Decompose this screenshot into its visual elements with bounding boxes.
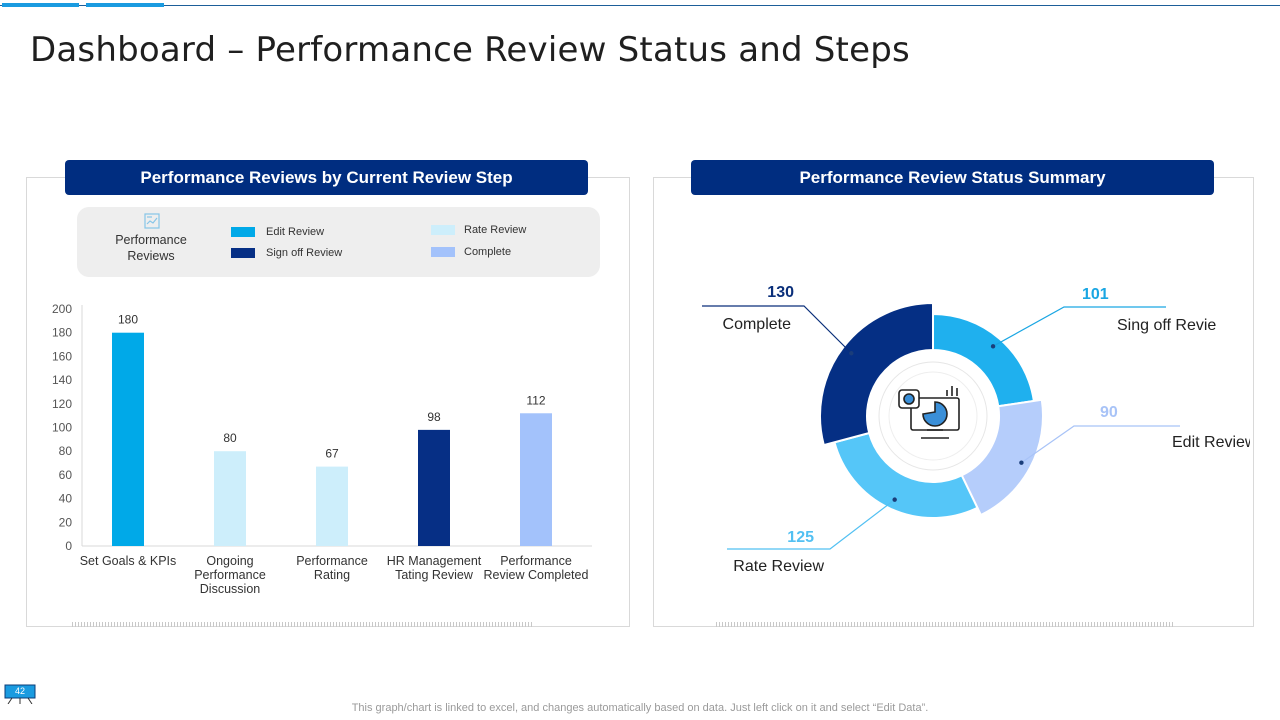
slice-value-label: 125	[787, 529, 814, 546]
y-tick-label: 180	[52, 326, 72, 340]
x-tick-label-line: Ongoing	[206, 554, 253, 568]
x-tick-label-line: Tating Review	[395, 568, 474, 582]
donut-slice	[819, 301, 934, 447]
callout-leader	[727, 499, 896, 550]
y-tick-label: 20	[59, 515, 73, 529]
slice-name-label: Complete	[723, 316, 792, 333]
donut-inner-ring	[878, 361, 988, 471]
bar-value-label: 180	[118, 313, 138, 327]
legend-swatch-sign-off-review	[231, 248, 255, 258]
top-rule	[0, 5, 1280, 6]
y-tick-label: 0	[65, 539, 72, 553]
bar-chart-legend	[77, 207, 600, 277]
donut-inner-ring-2	[888, 371, 978, 461]
bar	[418, 429, 450, 546]
monitor-analytics-icon	[898, 386, 960, 439]
bar	[112, 332, 144, 546]
callout-leader	[1021, 425, 1180, 464]
x-tick-label-line: Rating	[314, 568, 350, 582]
bar	[520, 413, 552, 546]
y-tick-label: 120	[52, 397, 72, 411]
callout-dot	[1019, 460, 1024, 465]
y-tick-label: 60	[59, 468, 73, 482]
footer-note: This graph/chart is linked to excel, and…	[351, 702, 929, 714]
y-tick-label: 160	[52, 349, 72, 363]
callout-leader	[702, 305, 852, 354]
top-accent-1	[2, 3, 79, 7]
callout-dot	[849, 351, 854, 356]
donut-slice	[960, 398, 1044, 517]
chart-settings-icon	[144, 213, 160, 229]
x-tick-label: Performance Rating	[296, 554, 368, 582]
x-tick-label-line: Set Goals & KPIs	[80, 554, 177, 568]
y-tick-label: 140	[52, 373, 72, 387]
slice-name-label: Sing off Revie	[1117, 317, 1216, 334]
y-tick-label: 80	[59, 444, 73, 458]
bar-value-label: 112	[526, 393, 545, 407]
legend-title: Performance Reviews	[115, 233, 187, 263]
bar	[316, 466, 348, 546]
legend-label-edit-review: Edit Review	[266, 226, 325, 238]
page-number: 42	[14, 686, 25, 696]
x-tick-label: Set Goals & KPIs	[80, 554, 177, 568]
y-tick-label: 200	[52, 302, 72, 316]
y-tick-label: 40	[59, 492, 73, 506]
callout-leader	[992, 306, 1166, 347]
x-tick-label-line: HR Management	[387, 554, 482, 568]
x-tick-label-line: Performance	[194, 568, 266, 582]
pie-glyph	[922, 401, 948, 427]
bar-chart: 0 20 40 60 80 100 120 140 160 180 200 180 Set Goals …	[52, 302, 592, 596]
left-panel-shadow	[72, 622, 532, 627]
presentation-board-icon	[4, 684, 36, 704]
bar-chart-heading: Performance Reviews by Current Review St…	[65, 160, 588, 195]
x-tick-label: Performance Review Completed	[484, 554, 589, 582]
donut-chart: 101 Sing off Revie 90 Edit Review 125 Rate Re…	[702, 284, 1250, 575]
gear-glyph	[903, 393, 915, 405]
donut-chart-heading: Performance Review Status Summary	[691, 160, 1214, 195]
bar-value-label: 80	[223, 431, 237, 445]
slice-value-label: 101	[1082, 286, 1109, 303]
bar-value-label: 98	[427, 410, 441, 424]
legend-swatch-edit-review	[231, 227, 255, 237]
x-tick-label-line: Review Completed	[484, 568, 589, 582]
legend-label-rate-review: Rate Review	[464, 224, 527, 236]
legend-swatch-rate-review	[431, 225, 455, 235]
x-tick-label: HR Management Tating Review	[387, 554, 482, 582]
legend-label-sign-off-review: Sign off Review	[266, 247, 343, 259]
slice-value-label: 130	[767, 284, 794, 301]
top-accent-2	[86, 3, 164, 7]
legend-swatch-complete	[431, 247, 455, 257]
slice-name-label: Edit Review	[1172, 434, 1250, 451]
x-tick-label-line: Performance	[500, 554, 572, 568]
bar-value-label: 67	[325, 447, 339, 461]
right-panel-shadow	[716, 622, 1174, 627]
x-tick-label-line: Discussion	[200, 582, 260, 596]
slice-value-label: 90	[1100, 404, 1118, 421]
page-title: Dashboard – Performance Review Status an…	[30, 30, 910, 70]
x-tick-label: Ongoing Performance Discussion	[194, 554, 266, 596]
bar	[214, 451, 246, 546]
slice-name-label: Rate Review	[733, 558, 824, 575]
x-tick-label-line: Performance	[296, 554, 368, 568]
legend-label-complete: Complete	[464, 246, 512, 258]
callout-dot	[990, 344, 996, 349]
y-tick-label: 100	[52, 421, 72, 435]
callout-dot	[892, 497, 897, 502]
